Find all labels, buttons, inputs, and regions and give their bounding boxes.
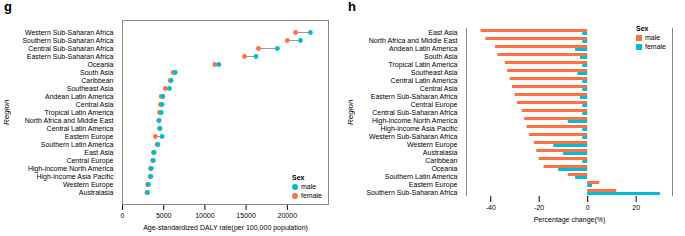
svg-text:High-income Asia Pacific: High-income Asia Pacific bbox=[380, 125, 458, 133]
html-text:Region: Region bbox=[346, 99, 355, 125]
svg-text:Andean Latin America: Andean Latin America bbox=[389, 45, 458, 52]
svg-text:Eastern Sub-Saharan Africa: Eastern Sub-Saharan Africa bbox=[27, 53, 114, 60]
svg-text:-20: -20 bbox=[534, 204, 544, 211]
svg-text:Tropical Latin America: Tropical Latin America bbox=[45, 109, 114, 117]
svg-text:Caribbean: Caribbean bbox=[81, 77, 113, 84]
svg-text:Percentage change(%): Percentage change(%) bbox=[534, 216, 606, 224]
svg-text:Central Europe: Central Europe bbox=[66, 157, 113, 165]
svg-text:High-income North America: High-income North America bbox=[372, 117, 458, 125]
svg-text:Western Sub-Saharan Africa: Western Sub-Saharan Africa bbox=[369, 133, 458, 140]
svg-text:Central Latin America: Central Latin America bbox=[47, 125, 114, 132]
svg-text:20: 20 bbox=[632, 204, 640, 211]
svg-text:Western Europe: Western Europe bbox=[63, 181, 114, 189]
svg-text:Central Asia: Central Asia bbox=[420, 85, 458, 92]
svg-text:North Africa and Middle East: North Africa and Middle East bbox=[369, 37, 458, 44]
svg-text:20000: 20000 bbox=[278, 212, 298, 219]
svg-text:Southeast Asia: Southeast Asia bbox=[67, 85, 114, 92]
svg-text:Age-standardized DALY rate(per: Age-standardized DALY rate(per 100,000 p… bbox=[143, 224, 308, 232]
html-text:female: female bbox=[301, 192, 322, 199]
svg-text:Tropical Latin America: Tropical Latin America bbox=[389, 61, 458, 69]
svg-text:Oceania: Oceania bbox=[431, 165, 457, 172]
html-text:h: h bbox=[348, 0, 356, 14]
svg-text:Oceania: Oceania bbox=[87, 61, 113, 68]
svg-text:Southern Sub-Saharan Africa: Southern Sub-Saharan Africa bbox=[366, 189, 457, 196]
svg-text:Australasia: Australasia bbox=[423, 149, 458, 156]
svg-text:5000: 5000 bbox=[156, 212, 172, 219]
svg-text:Western Europe: Western Europe bbox=[407, 141, 458, 149]
svg-text:Southern Latin America: Southern Latin America bbox=[385, 173, 458, 180]
html-text:female: female bbox=[645, 43, 666, 50]
svg-text:Central Asia: Central Asia bbox=[76, 101, 114, 108]
svg-text:Eastern Europe: Eastern Europe bbox=[65, 133, 114, 141]
svg-text:South Asia: South Asia bbox=[424, 53, 458, 60]
html-text:male: male bbox=[645, 34, 661, 41]
svg-text:Western Sub-Saharan Africa: Western Sub-Saharan Africa bbox=[25, 29, 114, 36]
svg-text:North Africa and Middle East: North Africa and Middle East bbox=[25, 117, 114, 124]
html-text:g: g bbox=[4, 0, 12, 14]
svg-text:0: 0 bbox=[586, 204, 590, 211]
svg-text:Caribbean: Caribbean bbox=[425, 157, 457, 164]
svg-text:Central Sub-Saharan Africa: Central Sub-Saharan Africa bbox=[28, 45, 113, 52]
svg-text:South Asia: South Asia bbox=[80, 69, 114, 76]
svg-text:East Asia: East Asia bbox=[84, 149, 113, 156]
svg-text:Andean Latin America: Andean Latin America bbox=[45, 93, 114, 100]
svg-text:Central Sub-Saharan Africa: Central Sub-Saharan Africa bbox=[372, 109, 457, 116]
html-text:Region: Region bbox=[2, 99, 11, 125]
svg-text:Central Latin America: Central Latin America bbox=[391, 77, 458, 84]
svg-text:Central Europe: Central Europe bbox=[410, 101, 457, 109]
svg-text:0: 0 bbox=[121, 212, 125, 219]
svg-text:Southeast Asia: Southeast Asia bbox=[411, 69, 458, 76]
svg-text:Southern Sub-Saharan Africa: Southern Sub-Saharan Africa bbox=[22, 37, 113, 44]
html-text:Sex: Sex bbox=[292, 174, 305, 181]
svg-text:15000: 15000 bbox=[236, 212, 256, 219]
svg-text:10000: 10000 bbox=[195, 212, 215, 219]
svg-text:Australasia: Australasia bbox=[79, 189, 114, 196]
html-text:male: male bbox=[301, 183, 317, 190]
svg-text:Eastern Sub-Saharan Africa: Eastern Sub-Saharan Africa bbox=[371, 93, 458, 100]
svg-text:East Asia: East Asia bbox=[428, 29, 457, 36]
svg-text:High-income Asia Pacific: High-income Asia Pacific bbox=[36, 173, 114, 181]
svg-text:Eastern Europe: Eastern Europe bbox=[409, 181, 458, 189]
svg-text:Southern Latin America: Southern Latin America bbox=[41, 141, 114, 148]
html-text:Sex: Sex bbox=[636, 25, 649, 32]
svg-text:-40: -40 bbox=[486, 204, 496, 211]
svg-text:High-income North America: High-income North America bbox=[28, 165, 114, 173]
